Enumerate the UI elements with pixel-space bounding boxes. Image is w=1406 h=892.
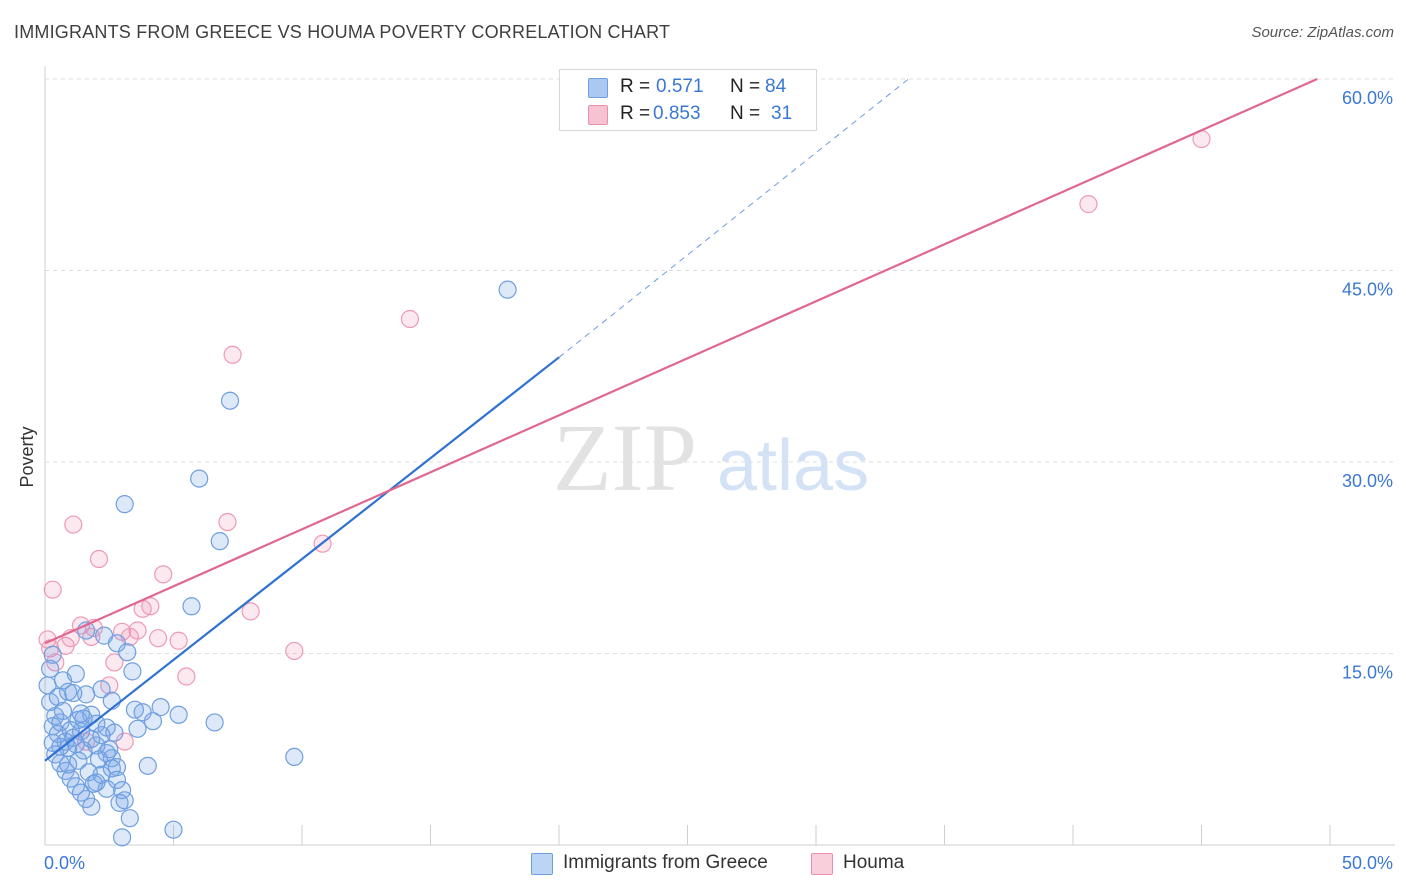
greece-point: [41, 659, 60, 678]
houma-point: [105, 653, 124, 672]
greece-point: [71, 704, 91, 723]
legend-r-value: 0.571: [656, 76, 704, 97]
greece-point: [51, 713, 70, 732]
legend-swatch-greece: [531, 853, 553, 875]
x-tick-label: 0.0%: [44, 853, 85, 873]
axes: [44, 66, 1395, 846]
houma-point: [218, 512, 237, 532]
houma-point: [148, 629, 168, 648]
greece-point: [115, 495, 134, 514]
legend-n-label: N =: [730, 76, 761, 97]
greece-trend-line: [44, 356, 560, 762]
greece-point: [43, 645, 62, 664]
greece-point: [182, 597, 201, 616]
greece-point: [92, 680, 111, 699]
legend-swatch-greece: [588, 78, 608, 98]
greece-point: [190, 469, 209, 488]
greece-point: [79, 763, 98, 782]
legend-r-value: 0.853: [653, 103, 701, 124]
greece-point: [107, 770, 127, 789]
legend-label-houma: Houma: [843, 852, 905, 873]
houma-point: [64, 515, 83, 534]
houma-point: [115, 732, 134, 751]
greece-point: [133, 703, 152, 722]
y-tick-label: 15.0%: [1342, 663, 1393, 683]
houma-trend-line: [44, 77, 1318, 645]
legend-row-greece: R = 0.571 N = 84: [560, 74, 816, 100]
legend-row-houma: R = 0.853 N = 31: [560, 101, 816, 127]
greece-point: [138, 756, 157, 775]
greece-point: [112, 828, 132, 847]
legend-item-houma[interactable]: Houma: [811, 851, 931, 877]
greece-point: [64, 683, 83, 703]
greece-point: [118, 643, 137, 662]
watermark-atlas: atlas: [717, 426, 869, 506]
greece-point: [123, 662, 142, 681]
legend-swatch-houma: [588, 105, 608, 125]
legend-item-greece[interactable]: Immigrants from Greece: [531, 851, 791, 877]
greece-point: [220, 391, 240, 410]
greece-point: [110, 793, 129, 812]
source-label: Source: ZipAtlas.com: [1251, 24, 1394, 41]
legend-n-label: N =: [730, 103, 761, 124]
watermark: ZIP atlas: [553, 404, 869, 511]
houma-point: [154, 565, 173, 584]
greece-point: [87, 736, 106, 755]
tick-labels: 15.0% 30.0% 45.0% 60.0% 0.0% 50.0%: [44, 88, 1393, 873]
houma-point: [141, 597, 160, 616]
greece-point: [74, 709, 93, 728]
greece-point: [128, 719, 147, 738]
houma-point: [128, 621, 147, 640]
greece-point: [205, 713, 224, 732]
greece-point: [164, 820, 183, 839]
y-tick-label: 30.0%: [1342, 471, 1393, 491]
x-tick-label: 50.0%: [1342, 853, 1393, 873]
greece-point: [169, 705, 188, 724]
houma-point: [285, 641, 304, 661]
greece-point: [82, 797, 101, 816]
legend-n-value: 31: [771, 103, 793, 124]
houma-point: [400, 309, 420, 329]
greece-point: [115, 791, 134, 810]
watermark-zip: ZIP: [553, 404, 697, 511]
legend-label-greece: Immigrants from Greece: [563, 852, 768, 873]
greece-point: [151, 698, 170, 717]
greece-point: [59, 755, 78, 774]
legend-n-value: 84: [765, 76, 787, 97]
greece-point: [66, 664, 85, 684]
houma-point: [43, 580, 62, 599]
legend-swatch-houma: [811, 853, 833, 875]
greece-point: [105, 723, 124, 742]
y-axis-label: Poverty: [17, 426, 37, 487]
correlation-legend: R = 0.571 N = 84 R = 0.853 N = 31: [559, 69, 817, 131]
y-tick-label: 60.0%: [1342, 88, 1393, 108]
greece-point: [84, 774, 103, 793]
legend-r-label: R =: [620, 76, 651, 97]
greece-point: [102, 759, 121, 778]
chart-title: IMMIGRANTS FROM GREECE VS HOUMA POVERTY …: [14, 22, 671, 42]
trend-lines: [44, 77, 1318, 762]
greece-point: [69, 751, 88, 770]
greece-points: [38, 280, 517, 847]
houma-point: [223, 345, 242, 364]
greece-point: [285, 747, 304, 767]
greece-point: [498, 280, 517, 299]
grid-lines: [45, 78, 1395, 654]
houma-point: [169, 631, 188, 650]
greece-point: [107, 634, 127, 653]
greece-point: [48, 687, 67, 707]
houma-point: [241, 602, 260, 621]
greece-trend-extension: [558, 78, 909, 358]
houma-point: [89, 549, 109, 569]
legend-r-label: R =: [620, 103, 651, 124]
greece-point: [53, 701, 73, 721]
y-tick-label: 45.0%: [1342, 280, 1393, 300]
greece-point: [143, 712, 163, 731]
houma-point: [1079, 195, 1098, 214]
greece-point: [210, 532, 229, 551]
houma-point: [177, 667, 196, 686]
greece-point: [120, 809, 139, 828]
